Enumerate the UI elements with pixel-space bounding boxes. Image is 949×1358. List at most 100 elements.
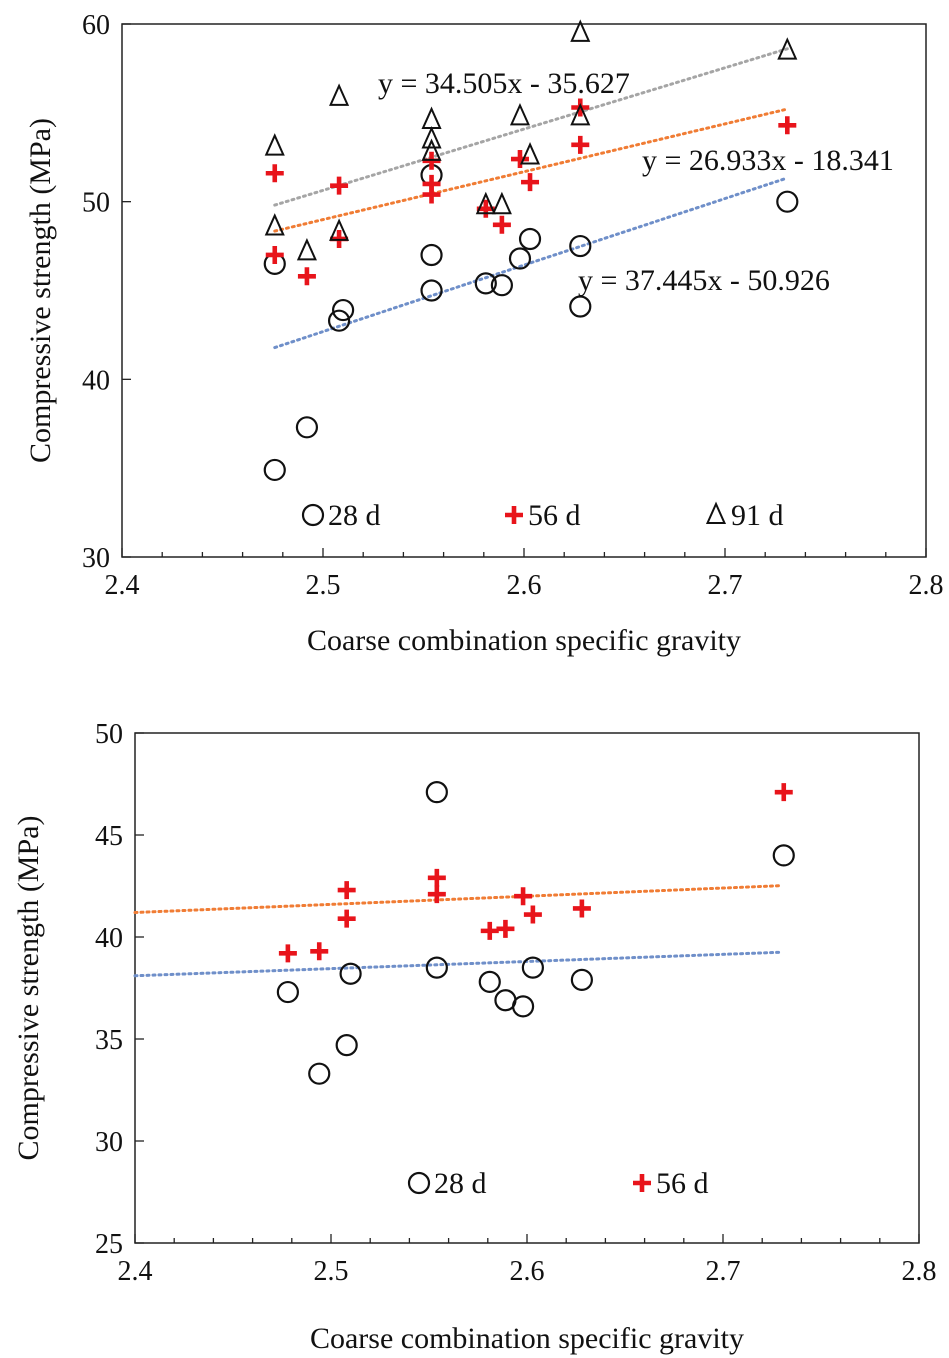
chart-top-panel: 2.4 2.5 2.6 2.7 2.8 30 40 50 60 Coarse combinatio…: [24, 10, 944, 657]
point-56d: [330, 176, 349, 195]
point-28d: [569, 295, 592, 318]
point-91d: [329, 218, 350, 241]
point-56d: [514, 887, 533, 906]
point-28d: [569, 234, 592, 258]
legend-marker-91d: [705, 501, 727, 524]
x-tick-label: 2.6: [507, 570, 542, 601]
legend-label-56d: 56 d: [528, 499, 581, 532]
point-56d: [480, 921, 499, 940]
point-28d: [518, 227, 542, 251]
point-56d: [523, 905, 542, 924]
point-56d: [572, 899, 591, 918]
legend-label-91d: 91 d: [731, 499, 784, 532]
point-91d: [491, 191, 512, 215]
legend-label-28d: 28 d: [434, 1167, 487, 1200]
point-56d: [297, 267, 316, 286]
point-28d: [327, 309, 351, 332]
point-28d: [308, 1062, 331, 1085]
point-91d: [421, 138, 442, 161]
point-28d: [772, 844, 795, 867]
point-91d: [777, 37, 798, 60]
legend-marker-56d: [505, 506, 523, 524]
legend-label-56d: 56 d: [656, 1167, 709, 1200]
y-tick-label: 30: [95, 1127, 123, 1158]
trendline-28d: [133, 950, 784, 978]
point-56d: [265, 164, 284, 183]
point-28d: [478, 970, 501, 993]
trendline-91d: [273, 47, 789, 207]
point-28d: [425, 956, 448, 979]
legend-marker-56d: [633, 1174, 651, 1192]
point-91d: [264, 133, 285, 156]
point-28d: [339, 962, 362, 985]
point-56d: [337, 881, 356, 900]
point-91d: [421, 106, 442, 129]
point-91d: [475, 191, 496, 215]
point-56d: [427, 885, 446, 904]
point-56d: [521, 173, 540, 192]
x-tick-label: 2.7: [708, 570, 743, 601]
y-axis-label: Compressive strength (MPa): [24, 118, 57, 463]
x-axis-label: Coarse combination specific gravity: [310, 1322, 744, 1355]
point-28d: [474, 272, 497, 295]
x-tick-label: 2.4: [105, 570, 140, 601]
point-91d: [570, 102, 591, 126]
trendline-56d: [273, 107, 789, 233]
point-28d: [425, 781, 448, 804]
y-tick-label: 30: [82, 543, 110, 574]
y-tick-label: 35: [95, 1025, 123, 1056]
point-91d: [329, 83, 350, 106]
point-56d: [510, 150, 529, 169]
y-tick-label: 50: [82, 188, 110, 219]
chart-bottom-panel: 2.4 2.5 2.6 2.7 2.8 25 30 35 40 45 50 Coarse combin…: [12, 719, 937, 1355]
point-56d: [571, 135, 590, 154]
point-56d: [265, 245, 284, 264]
y-tick-label: 60: [82, 10, 110, 41]
trendline-equation-56d: y = 26.933x - 18.341: [642, 144, 894, 177]
point-91d: [519, 142, 541, 165]
point-56d: [778, 116, 797, 135]
point-56d: [427, 868, 446, 887]
point-56d: [337, 909, 356, 928]
point-28d: [521, 956, 544, 979]
x-tick-label: 2.8: [909, 570, 944, 601]
point-56d: [422, 185, 441, 204]
point-28d: [511, 995, 535, 1018]
point-91d: [296, 237, 317, 261]
x-tick-label: 2.6: [510, 1256, 545, 1287]
point-28d: [335, 1034, 358, 1057]
point-28d: [420, 243, 443, 267]
x-tick-label: 2.7: [706, 1256, 741, 1287]
plot-frame: [134, 732, 920, 1244]
x-tick-label: 2.5: [306, 570, 341, 601]
legend-marker-28d: [407, 1171, 431, 1195]
point-91d: [570, 19, 591, 42]
trendline-56d: [133, 884, 784, 915]
trendline-28d: [273, 176, 789, 350]
point-28d: [295, 416, 319, 439]
point-28d: [276, 980, 299, 1004]
point-56d: [492, 215, 511, 234]
point-28d: [263, 458, 286, 482]
trendline-equation-91d: y = 34.505x - 35.627: [378, 67, 630, 100]
point-91d: [264, 213, 285, 236]
y-tick-label: 40: [95, 923, 123, 954]
point-56d: [496, 919, 515, 938]
y-tick-label: 50: [95, 719, 123, 750]
y-tick-label: 40: [82, 365, 110, 396]
trendline-equation-28d: y = 37.445x - 50.926: [578, 264, 830, 297]
point-56d: [278, 944, 297, 963]
y-tick-label: 45: [95, 821, 123, 852]
x-axis-label: Coarse combination specific gravity: [307, 624, 741, 657]
point-91d: [421, 126, 442, 149]
point-56d: [310, 942, 329, 961]
point-28d: [490, 274, 513, 297]
y-axis-label: Compressive strength (MPa): [12, 816, 45, 1161]
x-tick-label: 2.4: [118, 1256, 153, 1287]
point-28d: [776, 190, 799, 213]
point-91d: [509, 102, 531, 126]
point-28d: [420, 279, 443, 302]
x-tick-label: 2.8: [902, 1256, 937, 1287]
point-28d: [332, 298, 355, 322]
